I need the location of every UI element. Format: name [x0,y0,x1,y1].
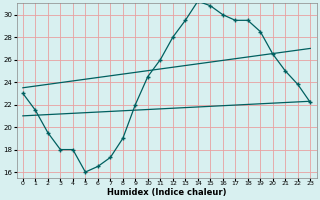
X-axis label: Humidex (Indice chaleur): Humidex (Indice chaleur) [107,188,226,197]
